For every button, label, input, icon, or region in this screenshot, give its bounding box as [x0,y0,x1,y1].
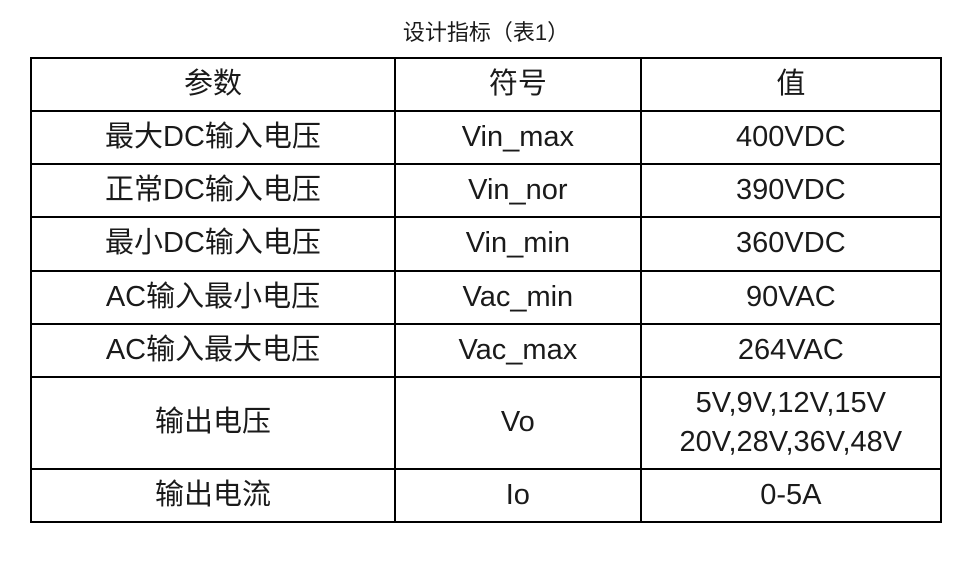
cell-symbol: Vin_min [395,217,641,270]
header-value: 值 [641,58,941,111]
cell-value: 390VDC [641,164,941,217]
header-symbol: 符号 [395,58,641,111]
cell-param: 正常DC输入电压 [31,164,395,217]
cell-symbol: Vin_max [395,111,641,164]
table-row: 最大DC输入电压 Vin_max 400VDC [31,111,941,164]
cell-symbol: Vo [395,377,641,469]
cell-value: 264VAC [641,324,941,377]
cell-symbol: Io [395,469,641,522]
cell-param: 输出电流 [31,469,395,522]
cell-param: AC输入最大电压 [31,324,395,377]
table-header-row: 参数 符号 值 [31,58,941,111]
design-spec-table: 参数 符号 值 最大DC输入电压 Vin_max 400VDC 正常DC输入电压… [30,57,942,523]
table-title: 设计指标（表1） [30,15,942,47]
cell-symbol: Vac_min [395,271,641,324]
cell-param: AC输入最小电压 [31,271,395,324]
table-row: 输出电压 Vo 5V,9V,12V,15V 20V,28V,36V,48V [31,377,941,469]
table-row: 输出电流 Io 0-5A [31,469,941,522]
cell-param: 最小DC输入电压 [31,217,395,270]
cell-symbol: Vin_nor [395,164,641,217]
cell-value: 360VDC [641,217,941,270]
table-row: 正常DC输入电压 Vin_nor 390VDC [31,164,941,217]
cell-param: 最大DC输入电压 [31,111,395,164]
cell-value: 400VDC [641,111,941,164]
table-row: AC输入最小电压 Vac_min 90VAC [31,271,941,324]
cell-value: 0-5A [641,469,941,522]
table-row: AC输入最大电压 Vac_max 264VAC [31,324,941,377]
cell-symbol: Vac_max [395,324,641,377]
table-row: 最小DC输入电压 Vin_min 360VDC [31,217,941,270]
cell-value: 90VAC [641,271,941,324]
header-param: 参数 [31,58,395,111]
cell-param: 输出电压 [31,377,395,469]
cell-value: 5V,9V,12V,15V 20V,28V,36V,48V [641,377,941,469]
